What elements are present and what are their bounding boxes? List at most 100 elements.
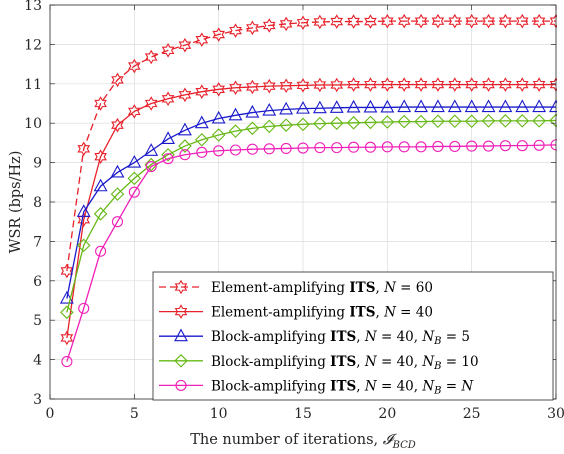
data-point (532, 13, 546, 29)
data-point (93, 207, 108, 221)
data-point (145, 160, 157, 173)
data-point (398, 141, 410, 153)
data-point (482, 140, 495, 152)
data-point (448, 13, 462, 29)
data-point (381, 141, 393, 153)
data-point (246, 143, 258, 155)
data-point (347, 14, 360, 29)
series-line (66, 83, 556, 339)
data-point (110, 164, 125, 178)
data-point (110, 187, 125, 201)
data-point (465, 13, 478, 29)
data-point (279, 16, 293, 32)
data-point (229, 144, 242, 156)
data-point (329, 116, 344, 130)
data-point (515, 114, 530, 128)
series-line (66, 106, 556, 299)
data-point (94, 149, 107, 164)
data-point (532, 99, 547, 113)
data-point (533, 139, 545, 151)
data-point (178, 87, 192, 103)
data-point (431, 99, 445, 113)
data-point (431, 13, 445, 29)
data-point (94, 96, 107, 111)
data-point (144, 143, 159, 156)
data-point (78, 302, 90, 314)
data-point (246, 79, 259, 95)
data-point (279, 118, 293, 132)
data-point (464, 99, 479, 113)
data-point (161, 147, 175, 162)
data-point (263, 143, 275, 155)
data-point (212, 82, 225, 97)
data-point (346, 99, 361, 113)
data-point (178, 139, 192, 153)
y-tick-label: 7 (33, 234, 42, 250)
data-point (178, 37, 192, 53)
data-point (449, 140, 461, 152)
data-point (279, 78, 293, 94)
data-point (162, 153, 174, 165)
data-point (280, 142, 292, 154)
y-tick-label: 6 (33, 274, 42, 290)
data-point (414, 114, 428, 129)
data-point (330, 14, 344, 29)
data-point (414, 99, 428, 113)
data-point (431, 114, 445, 129)
data-point (431, 77, 445, 92)
data-point (532, 114, 546, 128)
data-point (481, 114, 496, 128)
data-point (313, 14, 327, 30)
data-point (381, 13, 394, 29)
data-point (76, 238, 91, 253)
data-point (329, 100, 344, 113)
data-point (347, 77, 360, 92)
legend-box (152, 271, 554, 401)
x-tick-label: 5 (130, 406, 139, 422)
data-point (211, 110, 226, 124)
series-layer (59, 13, 557, 368)
data-point (144, 96, 158, 111)
series-3 (59, 99, 557, 304)
data-point (77, 141, 91, 157)
data-point (245, 121, 260, 136)
x-tick-label: 25 (463, 406, 481, 422)
data-point (262, 78, 276, 94)
data-point (161, 43, 175, 58)
data-point (482, 77, 495, 92)
data-point (229, 80, 242, 96)
legend-label: Element-amplifying ITS, N = 60 (211, 280, 433, 296)
data-point (111, 216, 124, 228)
data-point (213, 145, 225, 157)
y-tick-label: 3 (33, 392, 42, 408)
data-point (128, 186, 140, 198)
data-point (346, 116, 361, 130)
data-point (499, 140, 511, 152)
data-point (498, 114, 513, 128)
data-point (228, 107, 243, 121)
y-tick-label: 13 (24, 0, 42, 14)
y-tick-label: 8 (33, 195, 42, 211)
x-tick-label: 15 (294, 406, 312, 422)
data-point (532, 77, 546, 92)
legend-label: Block-amplifying ITS, N = 40, NB = N (211, 378, 474, 396)
data-point (178, 122, 192, 136)
data-point (448, 77, 462, 92)
legend-label: Block-amplifying ITS, N = 40, NB = 5 (211, 329, 470, 347)
data-point (364, 141, 377, 153)
legend-marker (175, 379, 187, 391)
data-point (229, 23, 242, 38)
legend-entry: Block-amplifying ITS, N = 40, NB = N (159, 378, 474, 396)
data-point (196, 146, 208, 158)
data-point (179, 149, 191, 161)
data-point (312, 100, 327, 114)
data-point (397, 114, 411, 129)
data-point (380, 115, 395, 129)
data-point (60, 305, 74, 320)
legend-marker (174, 279, 188, 295)
data-point (314, 142, 326, 154)
axes: 0 5 10 15 20 25 30 3 4 5 6 7 8 9 10 11 12 13 (24, 0, 564, 422)
data-point (499, 77, 512, 92)
grid (50, 5, 556, 399)
legend-entry: Element-amplifying ITS, N = 60 (159, 279, 433, 296)
